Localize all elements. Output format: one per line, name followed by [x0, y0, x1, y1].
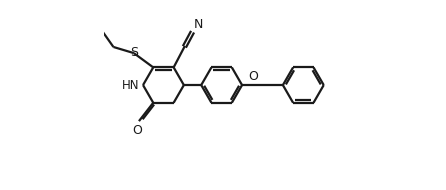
Text: O: O — [248, 70, 258, 82]
Text: N: N — [194, 18, 203, 31]
Text: HN: HN — [122, 79, 140, 92]
Text: O: O — [132, 124, 142, 137]
Text: S: S — [130, 46, 138, 59]
